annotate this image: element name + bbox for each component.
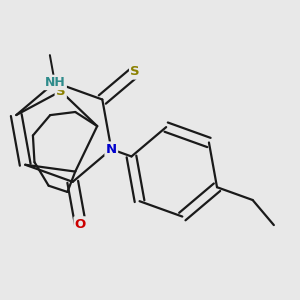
Text: S: S: [56, 85, 65, 98]
Text: S: S: [130, 65, 140, 78]
Text: N: N: [106, 143, 117, 156]
Text: NH: NH: [44, 76, 65, 89]
Text: O: O: [75, 218, 86, 231]
